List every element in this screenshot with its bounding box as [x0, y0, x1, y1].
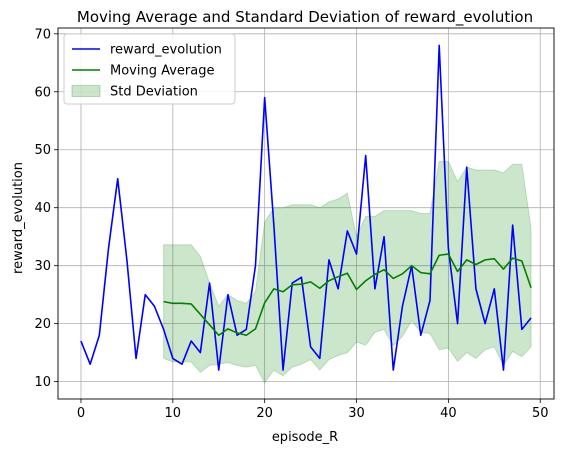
y-tick-label: 10	[34, 375, 51, 390]
legend-label-std-deviation: Std Deviation	[110, 85, 198, 100]
moving-average-line	[163, 253, 532, 337]
x-tick-label: 0	[77, 406, 85, 421]
legend-swatch-std-deviation	[71, 85, 101, 97]
axes-frame	[57, 27, 555, 400]
y-tick-label: 60	[34, 85, 51, 100]
y-tick-label: 70	[34, 27, 51, 42]
y-tick-label: 30	[34, 259, 51, 274]
legend-label-reward-evolution: reward_evolution	[110, 43, 222, 58]
y-tick-label: 20	[34, 317, 51, 332]
y-axis-title: reward_evolution	[11, 162, 26, 274]
legend-label-moving-average: Moving Average	[110, 64, 214, 79]
y-tick-label: 40	[34, 201, 51, 216]
reward-evolution-line	[80, 44, 532, 371]
plot-area: 0 10 20 30 40 50 10 20 30 40 50 60 70	[34, 27, 555, 421]
x-tick-label: 40	[440, 406, 457, 421]
x-tick-label: 50	[532, 406, 549, 421]
x-tick-label: 20	[256, 406, 273, 421]
legend-box	[63, 33, 236, 105]
chart-title: Moving Average and Standard Deviation of…	[77, 8, 533, 27]
y-tick-label: 50	[34, 143, 51, 158]
x-tick-label: 10	[165, 406, 182, 421]
x-axis-title: episode_R	[272, 430, 338, 445]
legend: reward_evolution Moving Average Std Deviat…	[63, 33, 236, 105]
x-tick-label: 30	[348, 406, 365, 421]
